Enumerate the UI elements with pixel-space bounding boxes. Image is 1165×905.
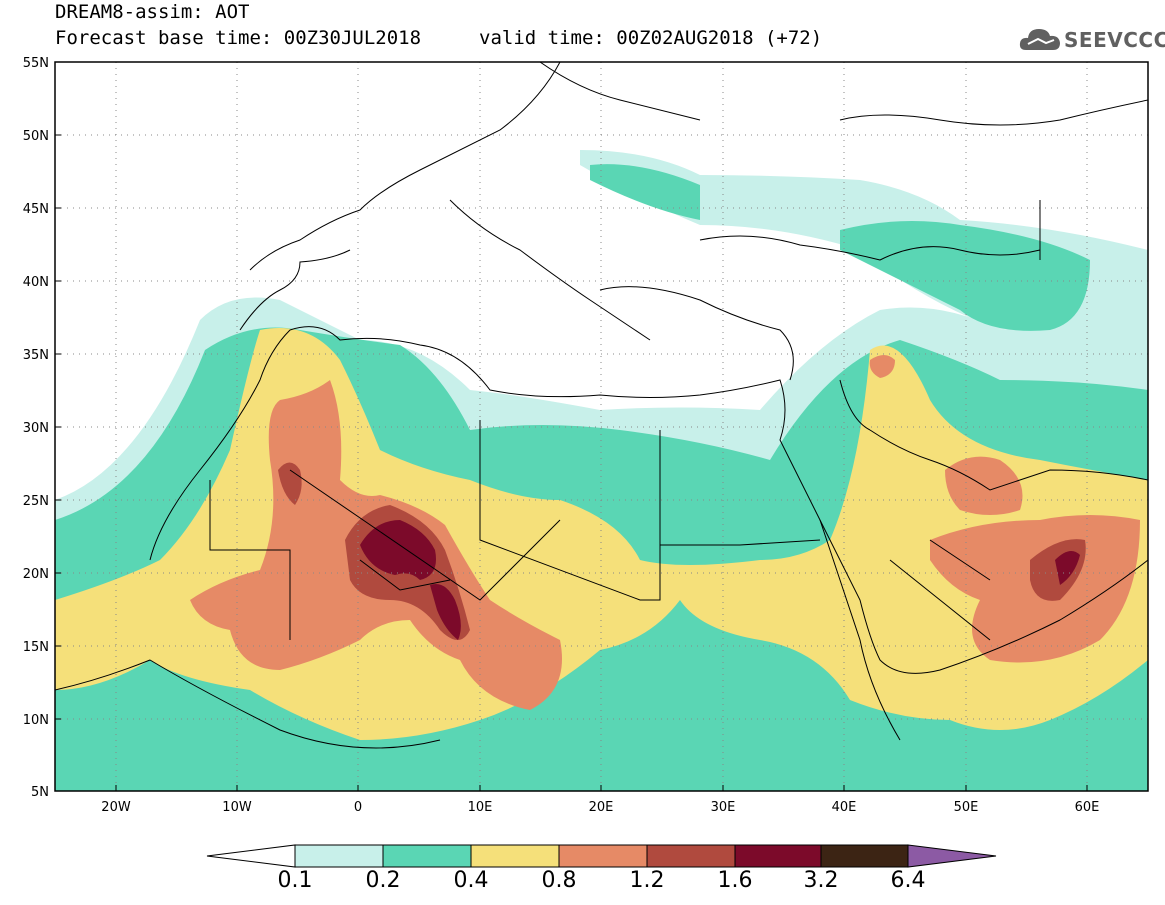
lat-label: 30N xyxy=(23,421,49,436)
lon-label: 60E xyxy=(1075,800,1100,815)
colorbar-label: 0.8 xyxy=(541,868,577,893)
valid-time: valid time: 00Z02AUG2018 (+72) xyxy=(479,27,823,49)
colorbar-under-arrow xyxy=(206,844,296,868)
colorbar-label: 0.4 xyxy=(453,868,489,893)
lon-label: 20E xyxy=(589,800,614,815)
map-title: DREAM8-assim: AOT xyxy=(55,1,250,23)
colorbar-swatch xyxy=(734,844,822,868)
axis-ticks xyxy=(55,61,1088,792)
forecast-base-time: Forecast base time: 00Z30JUL2018 xyxy=(55,27,422,49)
lat-label: 15N xyxy=(23,640,49,655)
seevccc-logo: SEEVCCC xyxy=(1018,24,1165,58)
lat-label: 45N xyxy=(23,202,49,217)
lon-label: 10E xyxy=(468,800,493,815)
lon-label: 40E xyxy=(832,800,857,815)
lon-label: 20W xyxy=(101,800,131,815)
lat-label: 50N xyxy=(23,129,49,144)
longitude-labels: 20W 10W 0 10E 20E 30E 40E 50E 60E xyxy=(101,800,1099,815)
lon-label: 30E xyxy=(711,800,736,815)
lat-label: 10N xyxy=(23,713,49,728)
colorbar-swatch xyxy=(646,844,736,868)
colorbar-swatch xyxy=(382,844,472,868)
colorbar-label: 1.2 xyxy=(629,868,665,893)
lat-label: 55N xyxy=(23,56,49,71)
lon-label: 10W xyxy=(222,800,252,815)
lat-label: 5N xyxy=(31,785,49,800)
coastlines xyxy=(55,62,1148,749)
lon-label: 0 xyxy=(354,800,362,815)
colorbar-label: 6.4 xyxy=(890,868,926,893)
cloud-icon xyxy=(1019,29,1060,50)
colorbar-swatch xyxy=(470,844,560,868)
colorbar-label: 0.1 xyxy=(277,868,313,893)
colorbar-over-arrow xyxy=(907,844,997,868)
lat-label: 40N xyxy=(23,275,49,290)
colorbar-label: 0.2 xyxy=(365,868,401,893)
aot-field xyxy=(55,62,1148,791)
logo-text: SEEVCCC xyxy=(1064,28,1165,52)
colorbar xyxy=(206,844,997,868)
colorbar-swatch xyxy=(820,844,909,868)
graticule xyxy=(55,62,1148,791)
lon-label: 50E xyxy=(954,800,979,815)
colorbar-label: 1.6 xyxy=(717,868,753,893)
latitude-labels: 5N 10N 15N 20N 25N 30N 35N 40N 45N 50N 5… xyxy=(23,56,49,800)
lat-label: 20N xyxy=(23,567,49,582)
lat-label: 25N xyxy=(23,494,49,509)
lat-label: 35N xyxy=(23,348,49,363)
colorbar-swatch xyxy=(558,844,648,868)
colorbar-swatch xyxy=(294,844,384,868)
colorbar-label: 3.2 xyxy=(803,868,839,893)
